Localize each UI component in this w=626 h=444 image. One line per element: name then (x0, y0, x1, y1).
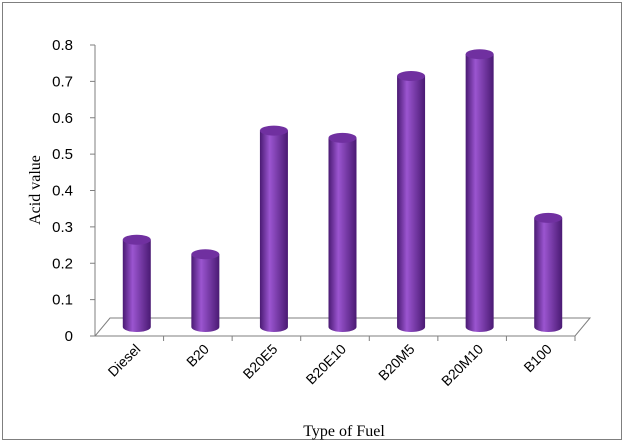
bar-body (465, 54, 494, 332)
bar (122, 234, 151, 332)
y-tick-label: 0.2 (52, 255, 73, 272)
bar-body (328, 137, 357, 332)
bar (397, 71, 426, 332)
bar-top (122, 234, 151, 245)
bar-top (465, 49, 494, 60)
bar (259, 125, 288, 332)
y-tick-label: 0.5 (52, 146, 73, 163)
y-tick-label: 0.6 (52, 110, 73, 127)
bar-body (122, 239, 151, 332)
y-tick-label: 0.7 (52, 73, 73, 90)
y-axis-title: Acid value (27, 155, 44, 225)
y-tick-label: 0 (65, 328, 73, 345)
x-tick-label: B20M5 (375, 341, 418, 384)
bar (191, 249, 220, 332)
bar-top (534, 212, 563, 223)
bar (328, 132, 357, 332)
bar-body (397, 76, 426, 332)
x-axis-title: Type of Fuel (303, 423, 385, 440)
y-tick-label: 0.3 (52, 219, 73, 236)
bar-top (328, 132, 357, 143)
bar-body (534, 217, 563, 332)
bar-body (191, 254, 220, 332)
bar-body (259, 130, 288, 332)
x-tick-label: B20 (183, 341, 212, 370)
bar-top (191, 249, 220, 260)
chart-frame (2, 2, 622, 440)
bar-top (259, 125, 288, 136)
x-tick-label: Diesel (105, 341, 144, 380)
x-tick-label: B20E10 (303, 341, 350, 388)
y-tick-label: 0.8 (52, 37, 73, 54)
y-tick-label: 0.1 (52, 292, 73, 309)
bar (465, 49, 494, 332)
bar (534, 212, 563, 332)
bar-top (397, 71, 426, 82)
y-tick-label: 0.4 (52, 183, 73, 200)
bars (122, 49, 563, 332)
x-tick-label: B20E5 (240, 341, 281, 382)
x-tick-label: B100 (520, 341, 555, 376)
x-tick-label: B20M10 (438, 341, 486, 389)
